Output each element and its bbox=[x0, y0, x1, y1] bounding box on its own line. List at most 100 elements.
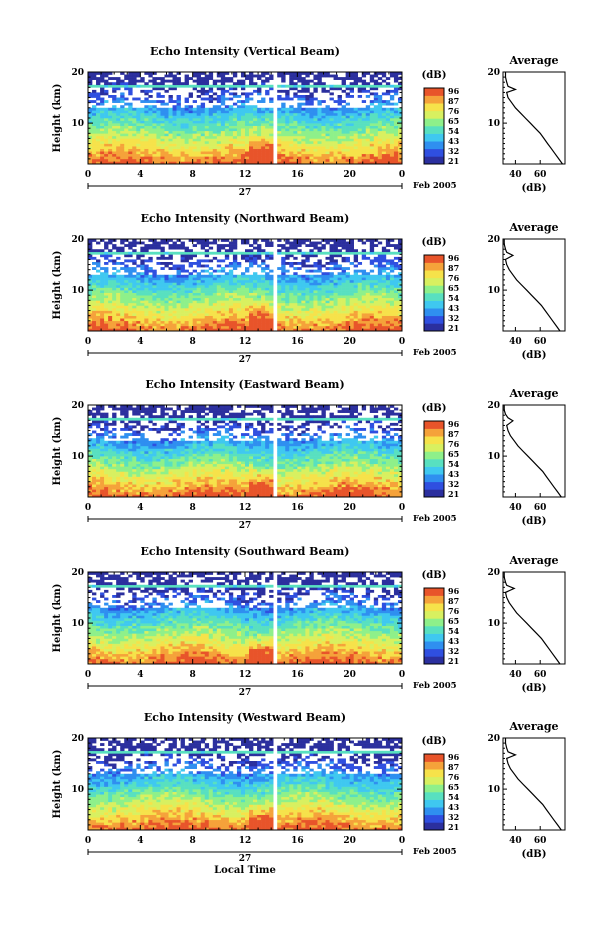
heatmap-cell bbox=[160, 279, 165, 283]
heatmap-cell bbox=[88, 156, 93, 160]
heatmap-cell bbox=[132, 241, 137, 245]
heatmap-cell bbox=[156, 277, 161, 281]
heatmap-cell bbox=[261, 267, 266, 270]
heatmap-cell bbox=[96, 290, 101, 293]
heatmap-cell bbox=[333, 161, 338, 165]
heatmap-cell bbox=[285, 287, 290, 291]
heatmap-cell bbox=[200, 292, 206, 296]
heatmap-cell bbox=[257, 141, 262, 144]
heatmap-cell bbox=[156, 153, 161, 157]
heatmap-cell bbox=[341, 112, 346, 116]
heatmap-cell bbox=[160, 318, 165, 322]
heatmap-cell bbox=[180, 290, 185, 293]
heatmap-cell bbox=[261, 328, 266, 332]
heatmap-cell bbox=[377, 259, 383, 263]
heatmap-cell bbox=[349, 244, 354, 247]
heatmap-cell bbox=[88, 456, 93, 459]
heatmap-cell bbox=[228, 313, 234, 316]
colorbar-swatch bbox=[424, 255, 444, 263]
heatmap-cell bbox=[220, 282, 226, 286]
heatmap-cell bbox=[228, 141, 234, 144]
heatmap-cell bbox=[377, 135, 383, 139]
heatmap-cell bbox=[224, 143, 230, 147]
heatmap-cell bbox=[212, 269, 218, 273]
heatmap-cell bbox=[232, 295, 238, 299]
heatmap-cell bbox=[212, 146, 218, 149]
heatmap-cell bbox=[305, 158, 310, 162]
heatmap-cell bbox=[220, 287, 226, 291]
heatmap-cell bbox=[200, 130, 206, 134]
heatmap-cell bbox=[337, 118, 342, 121]
heatmap-cell bbox=[172, 84, 177, 88]
heatmap-cell bbox=[397, 274, 403, 278]
heatmap-cell bbox=[317, 297, 322, 301]
heatmap-cell bbox=[232, 274, 238, 278]
heatmap-cell bbox=[249, 135, 254, 139]
heatmap-cell bbox=[188, 130, 193, 134]
heatmap-cell bbox=[321, 125, 326, 129]
heatmap-cell bbox=[293, 130, 298, 134]
heatmap-cell bbox=[373, 153, 379, 157]
heatmap-cell bbox=[204, 279, 210, 283]
heatmap-cell bbox=[100, 295, 105, 299]
heatmap-cell bbox=[301, 320, 306, 324]
heatmap-cell bbox=[313, 84, 318, 88]
heatmap-cell bbox=[232, 305, 238, 309]
heatmap-cell bbox=[337, 151, 342, 155]
heatmap-cell bbox=[269, 125, 274, 129]
heatmap-cell bbox=[249, 120, 254, 124]
heatmap-cell bbox=[373, 259, 379, 263]
heatmap-cell bbox=[108, 118, 113, 121]
heatmap-cell bbox=[124, 274, 129, 278]
heatmap-cell bbox=[116, 128, 121, 132]
heatmap-cell bbox=[361, 153, 367, 157]
heatmap-cell bbox=[353, 112, 359, 116]
heatmap-cell bbox=[208, 89, 214, 93]
heatmap-cell bbox=[168, 254, 173, 258]
heatmap-cell bbox=[108, 153, 113, 157]
heatmap-cell bbox=[216, 74, 222, 78]
heatmap-cell bbox=[245, 95, 250, 98]
heatmap-cell bbox=[100, 471, 105, 475]
heatmap-cell bbox=[345, 95, 350, 98]
heatmap-cell bbox=[124, 112, 129, 116]
heatmap-cell bbox=[253, 251, 258, 255]
heatmap-cell bbox=[385, 115, 391, 119]
heatmap-cell bbox=[377, 84, 383, 88]
heatmap-cell bbox=[96, 458, 101, 462]
heatmap-cell bbox=[313, 141, 318, 144]
heatmap-cell bbox=[184, 310, 189, 314]
heatmap-cell bbox=[385, 305, 391, 309]
heatmap-cell bbox=[337, 239, 342, 242]
heatmap-cell bbox=[184, 84, 189, 88]
heatmap-cell bbox=[140, 267, 145, 270]
heatmap-cell bbox=[389, 269, 395, 273]
heatmap-cell bbox=[228, 161, 234, 165]
heatmap-cell bbox=[317, 120, 322, 124]
heatmap-cell bbox=[341, 279, 346, 283]
heatmap-cell bbox=[297, 302, 302, 306]
heatmap-cell bbox=[232, 156, 238, 160]
heatmap-cell bbox=[104, 130, 109, 134]
heatmap-cell bbox=[156, 244, 161, 247]
heatmap-cell bbox=[293, 302, 298, 306]
heatmap-cell bbox=[208, 130, 214, 134]
heatmap-cell bbox=[397, 138, 403, 142]
heatmap-cell bbox=[269, 148, 274, 152]
heatmap-cell bbox=[265, 285, 270, 288]
heatmap-cell bbox=[220, 246, 226, 250]
heatmap-cell bbox=[212, 130, 218, 134]
heatmap-cell bbox=[381, 156, 387, 160]
heatmap-cell bbox=[333, 305, 338, 309]
heatmap-cell bbox=[369, 305, 375, 309]
heatmap-cell bbox=[249, 315, 254, 319]
heatmap-cell bbox=[365, 95, 371, 98]
heatmap-cell bbox=[168, 143, 173, 147]
heatmap-cell bbox=[168, 112, 173, 116]
heatmap-cell bbox=[373, 84, 379, 88]
heatmap-cell bbox=[373, 110, 379, 114]
heatmap-cell bbox=[349, 133, 354, 137]
heatmap-cell bbox=[325, 105, 330, 109]
heatmap-cell bbox=[281, 267, 286, 270]
